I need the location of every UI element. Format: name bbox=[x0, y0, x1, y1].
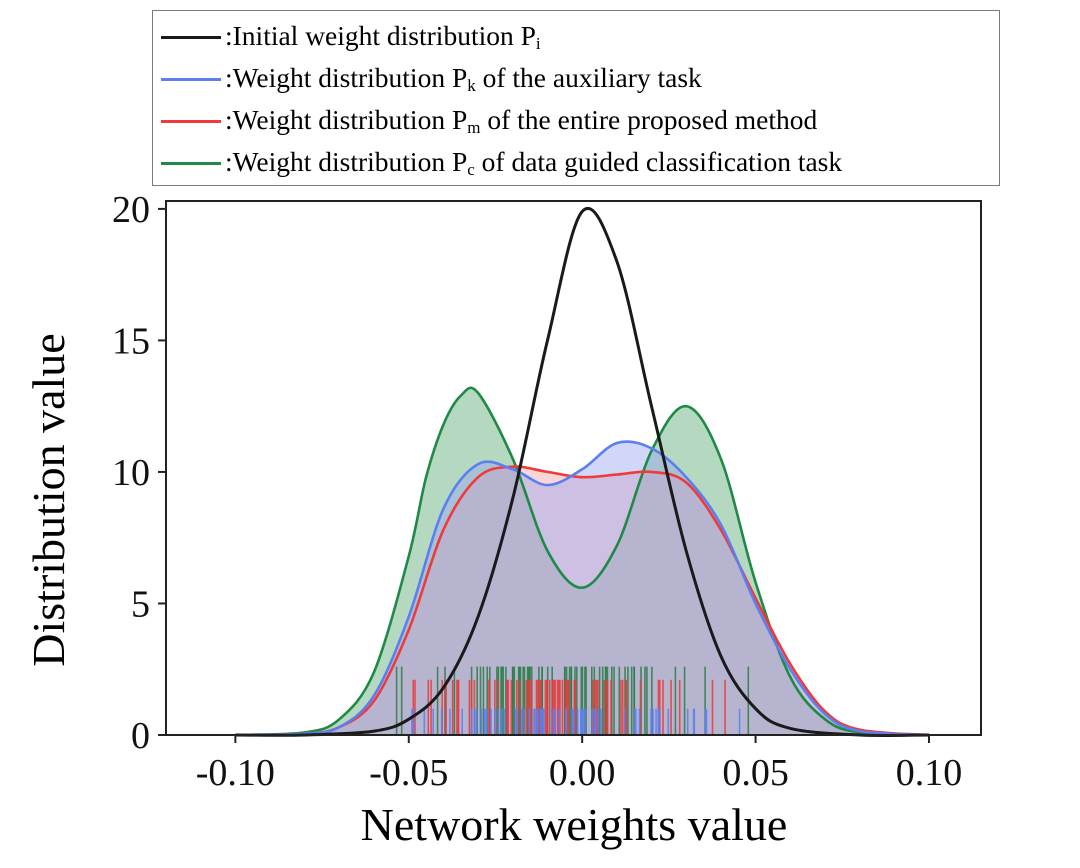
area-weight-distribution-pm-of-the-entire-proposed-method bbox=[235, 466, 929, 735]
x-axis-ticks: -0.10 -0.05 0.00 0.05 0.10 bbox=[196, 735, 962, 794]
legend-entry-pi: :Initial weight distribution Pi bbox=[161, 17, 541, 57]
legend-swatch-pm bbox=[161, 119, 221, 123]
rug-marks bbox=[395, 666, 750, 735]
line-initial-weight-distribution-pi bbox=[235, 207, 930, 737]
legend-text-pi: :Initial weight distribution Pi bbox=[225, 20, 541, 53]
y-tick-label: 10 bbox=[112, 452, 150, 494]
line-weight-distribution-pm-of-the-entire-proposed-method bbox=[235, 465, 930, 737]
x-tick-label: 0.05 bbox=[722, 752, 789, 794]
line-weight-distribution-pk-of-the-auxiliary-task bbox=[235, 440, 930, 737]
y-tick-label: 15 bbox=[112, 320, 150, 362]
legend-text-pm: :Weight distribution Pm of the entire pr… bbox=[225, 104, 818, 137]
legend-swatch-pk bbox=[161, 77, 221, 81]
legend-entry-pc: :Weight distribution Pc of data guided c… bbox=[161, 143, 842, 183]
x-axis-title: Network weights value bbox=[361, 799, 788, 850]
x-tick-label: -0.05 bbox=[369, 752, 448, 794]
y-tick-label: 0 bbox=[131, 715, 150, 757]
x-tick-label: 0.10 bbox=[896, 752, 963, 794]
legend: :Initial weight distribution Pi :Weight … bbox=[152, 10, 1000, 186]
y-tick-label: 5 bbox=[131, 583, 150, 625]
legend-text-pc: :Weight distribution Pc of data guided c… bbox=[225, 146, 843, 179]
y-tick-label: 20 bbox=[112, 189, 150, 231]
x-tick-label: 0.00 bbox=[549, 752, 616, 794]
area-weight-distribution-pc-of-data-guided-classification-task bbox=[235, 387, 929, 735]
y-axis-ticks: 0 5 10 15 20 bbox=[112, 189, 166, 757]
legend-text-pk: :Weight distribution Pk of the auxiliary… bbox=[225, 62, 702, 95]
legend-swatch-pc bbox=[161, 161, 221, 165]
density-lines bbox=[235, 207, 930, 737]
plot-frame bbox=[165, 200, 982, 736]
y-axis-title: Distribution value bbox=[23, 333, 74, 666]
legend-entry-pm: :Weight distribution Pm of the entire pr… bbox=[161, 101, 817, 141]
legend-swatch-pi bbox=[161, 35, 221, 39]
legend-entry-pk: :Weight distribution Pk of the auxiliary… bbox=[161, 59, 702, 99]
x-tick-label: -0.10 bbox=[196, 752, 275, 794]
